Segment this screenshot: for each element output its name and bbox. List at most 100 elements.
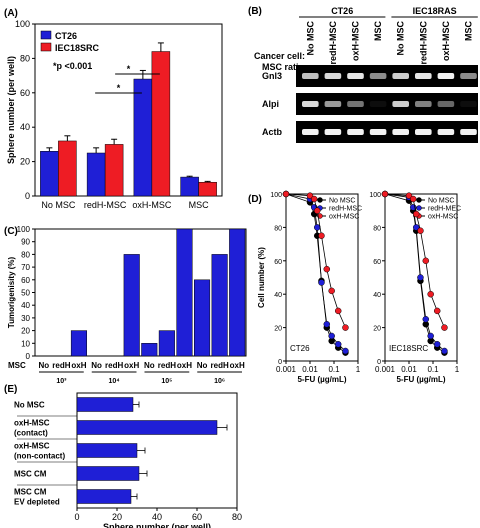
panel-b-band	[347, 101, 364, 107]
panel-c-ytick-label: 50	[21, 289, 30, 298]
panel-c-bar	[141, 343, 158, 357]
panel-a-ytick-label: 40	[20, 122, 30, 132]
panel-e-bar	[76, 466, 140, 481]
panel-a-bar	[58, 140, 77, 197]
panel-e-category-label: MSC CM	[14, 488, 47, 497]
panel-c-category-label: redH	[211, 361, 229, 370]
panel-c-category-label: No	[38, 361, 49, 370]
panel-a-ytick-label: 80	[20, 53, 30, 63]
panel-e-xtick-label: 20	[112, 512, 122, 522]
panel-c-ytick-label: 70	[21, 263, 30, 272]
panel-d-point	[381, 190, 389, 198]
panel-d-point	[433, 307, 441, 315]
panel-b-group-label: CT26	[331, 6, 353, 16]
panel-a-category-label: No MSC	[41, 200, 76, 210]
panel-a-sig-mark: *	[117, 83, 121, 93]
panel-d-point	[334, 341, 342, 348]
panel-d-xtick-label: 1	[455, 365, 460, 374]
panel-d-ytick-label: 100	[369, 192, 381, 199]
panel-d-point	[405, 192, 413, 199]
panel-c-ylabel: Tumorigenisity (%)	[7, 256, 16, 328]
panel-c-category-label: oxH	[177, 361, 192, 370]
panel-label-b: (B)	[248, 6, 262, 17]
panel-d-point	[409, 195, 417, 203]
panel-e-bar	[76, 397, 134, 412]
panel-d-ytick-label: 60	[373, 259, 381, 266]
panel-c-category-label: redH	[158, 361, 176, 370]
panel-c-bar	[176, 228, 193, 357]
panel-d-frame	[285, 193, 359, 362]
panel-c-category-label: oxH	[230, 361, 245, 370]
panel-d-legend-marker	[317, 197, 323, 203]
panel-e-category-label: (contact)	[14, 429, 48, 438]
panel-d-xtick-label: 0.001	[375, 365, 396, 374]
panel-c-bar	[123, 254, 140, 357]
panel-d-legend-label: oxH-MSC	[428, 214, 458, 221]
panel-c-bar	[194, 279, 211, 357]
panel-b-band	[369, 101, 387, 107]
panel-c-ytick-label: 0	[26, 352, 31, 361]
panel-d-legend-label: No MSC	[329, 198, 355, 205]
panel-d-subplot-label: CT26	[290, 344, 310, 353]
panel-e-xtick-label: 60	[192, 512, 202, 522]
panel-d-point	[433, 341, 441, 348]
panel-a-legend-swatch	[40, 30, 52, 40]
panel-c-bar	[211, 254, 228, 357]
panel-c-ytick-label: 40	[21, 301, 30, 310]
panel-d-xtick-label: 0.01	[302, 365, 318, 374]
panel-b-band	[437, 101, 455, 107]
panel-a-category-label: MSC	[189, 200, 210, 210]
panel-d-ytick-label: 20	[373, 326, 381, 333]
panel-c-category-label: redH	[52, 361, 70, 370]
panel-a-ytick-label: 60	[20, 88, 30, 98]
panel-b-band	[302, 101, 319, 107]
panel-a-legend-label: IEC18SRC	[55, 43, 100, 53]
panel-b-band	[347, 129, 364, 135]
panel-a-annotation: *p <0.001	[53, 61, 92, 71]
panel-a-legend-swatch	[40, 42, 52, 52]
panel-b-gene-label: Actb	[262, 127, 283, 137]
panel-d-legend-label: redH-MSC	[329, 206, 362, 213]
panel-a-bar	[86, 152, 106, 197]
panel-a-ylabel: Sphere number (per well)	[6, 56, 16, 164]
panel-d-ytick-label: 0	[278, 359, 282, 366]
panel-b-gel-strip	[296, 121, 478, 143]
panel-c-bar	[229, 228, 246, 357]
panel-d-point	[282, 190, 290, 198]
panel-b-band	[302, 73, 319, 79]
panel-d-point	[441, 324, 448, 331]
panel-d-legend-label: redH-MEC	[428, 206, 461, 213]
panel-a-frame	[34, 23, 223, 197]
panel-a-ytick-label: 100	[15, 19, 30, 29]
panel-a-ytick-label: 0	[25, 191, 30, 201]
panel-d-xtick-label: 0.001	[276, 365, 297, 374]
panel-d-point	[412, 224, 420, 231]
panel-e-category-label: (non-contact)	[14, 452, 65, 461]
panel-d-ytick-label: 60	[274, 259, 282, 266]
panel-c-ytick-label: 80	[21, 250, 30, 259]
panel-e-category-label: EV depleted	[14, 498, 60, 507]
panel-b-gel-strip	[296, 65, 478, 87]
panel-e-xtick-label: 80	[232, 512, 242, 522]
panel-d-point	[417, 227, 424, 234]
panel-e-category-label: oxH-MSC	[14, 419, 50, 428]
panel-c-ytick-label: 20	[21, 327, 30, 336]
panel-b-row-header: Cancer cell:	[254, 51, 305, 61]
panel-d-point	[334, 307, 342, 315]
panel-b-band	[415, 73, 432, 79]
panel-d-xtick-label: 1	[356, 365, 361, 374]
panel-c-ytick-label: 100	[17, 225, 31, 234]
panel-d-ytick-label: 0	[377, 359, 381, 366]
panel-d-xtick-label: 0.1	[427, 365, 439, 374]
panel-b-lane-label: MSC	[373, 21, 383, 42]
panel-d-point	[306, 192, 314, 199]
panel-a-bar	[40, 151, 59, 197]
panel-a-bar	[198, 181, 217, 197]
panel-b-group-label: IEC18RAS	[413, 6, 457, 16]
panel-d-point	[342, 347, 349, 355]
panel-d-point	[313, 207, 321, 214]
panel-d-point	[328, 332, 335, 340]
panel-d-point	[342, 324, 349, 331]
panel-c-category-label: oxH	[124, 361, 139, 370]
panel-label-c: (C)	[4, 226, 18, 237]
